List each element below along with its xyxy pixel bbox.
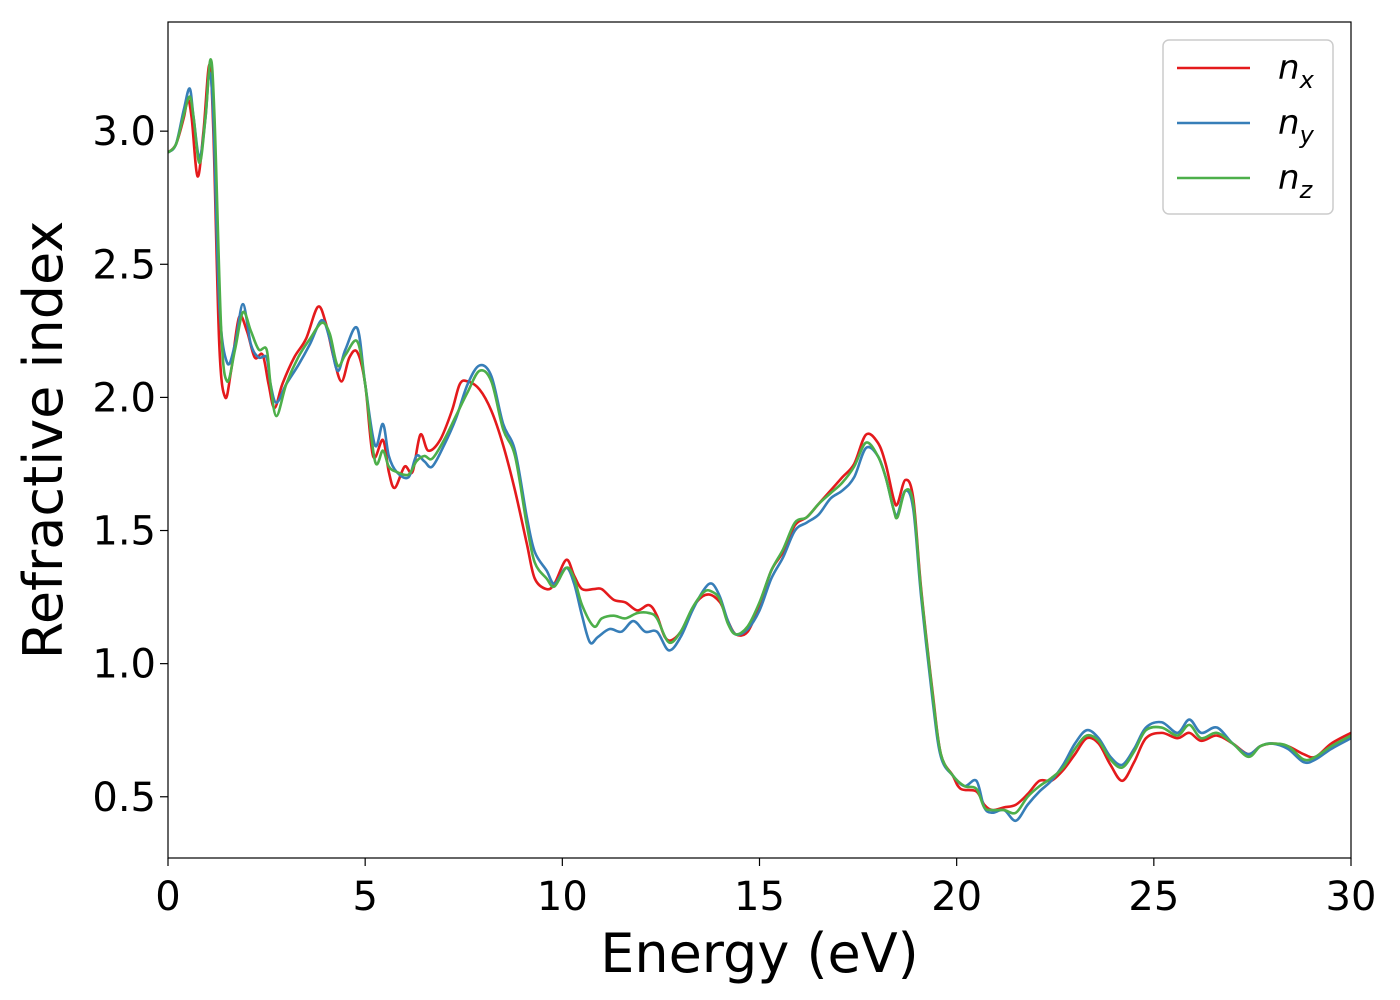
y-tick-label: 0.5 [92,775,156,821]
x-tick-label: 10 [537,874,588,920]
y-axis-label: Refractive index [12,221,75,660]
x-tick-label: 15 [734,874,785,920]
x-tick-label: 0 [155,874,180,920]
x-tick-label: 25 [1128,874,1179,920]
y-axis-ticks: 0.5 1.0 1.5 2.0 2.5 3.0 [92,109,168,821]
x-axis-ticks: 0 5 10 15 20 25 30 [155,858,1376,920]
x-tick-label: 5 [352,874,377,920]
legend-box [1162,39,1334,215]
series-layer [168,57,1351,823]
y-tick-label: 1.5 [92,509,156,555]
series-line-n-z [168,57,1351,815]
x-tick-label: 30 [1326,874,1377,920]
series-line-n-y [168,71,1351,823]
x-axis-label: Energy (eV) [600,922,919,985]
y-tick-label: 1.0 [92,642,156,688]
y-tick-label: 2.0 [92,375,156,421]
y-tick-label: 2.5 [92,242,156,288]
x-tick-label: 20 [931,874,982,920]
y-tick-label: 3.0 [92,109,156,155]
